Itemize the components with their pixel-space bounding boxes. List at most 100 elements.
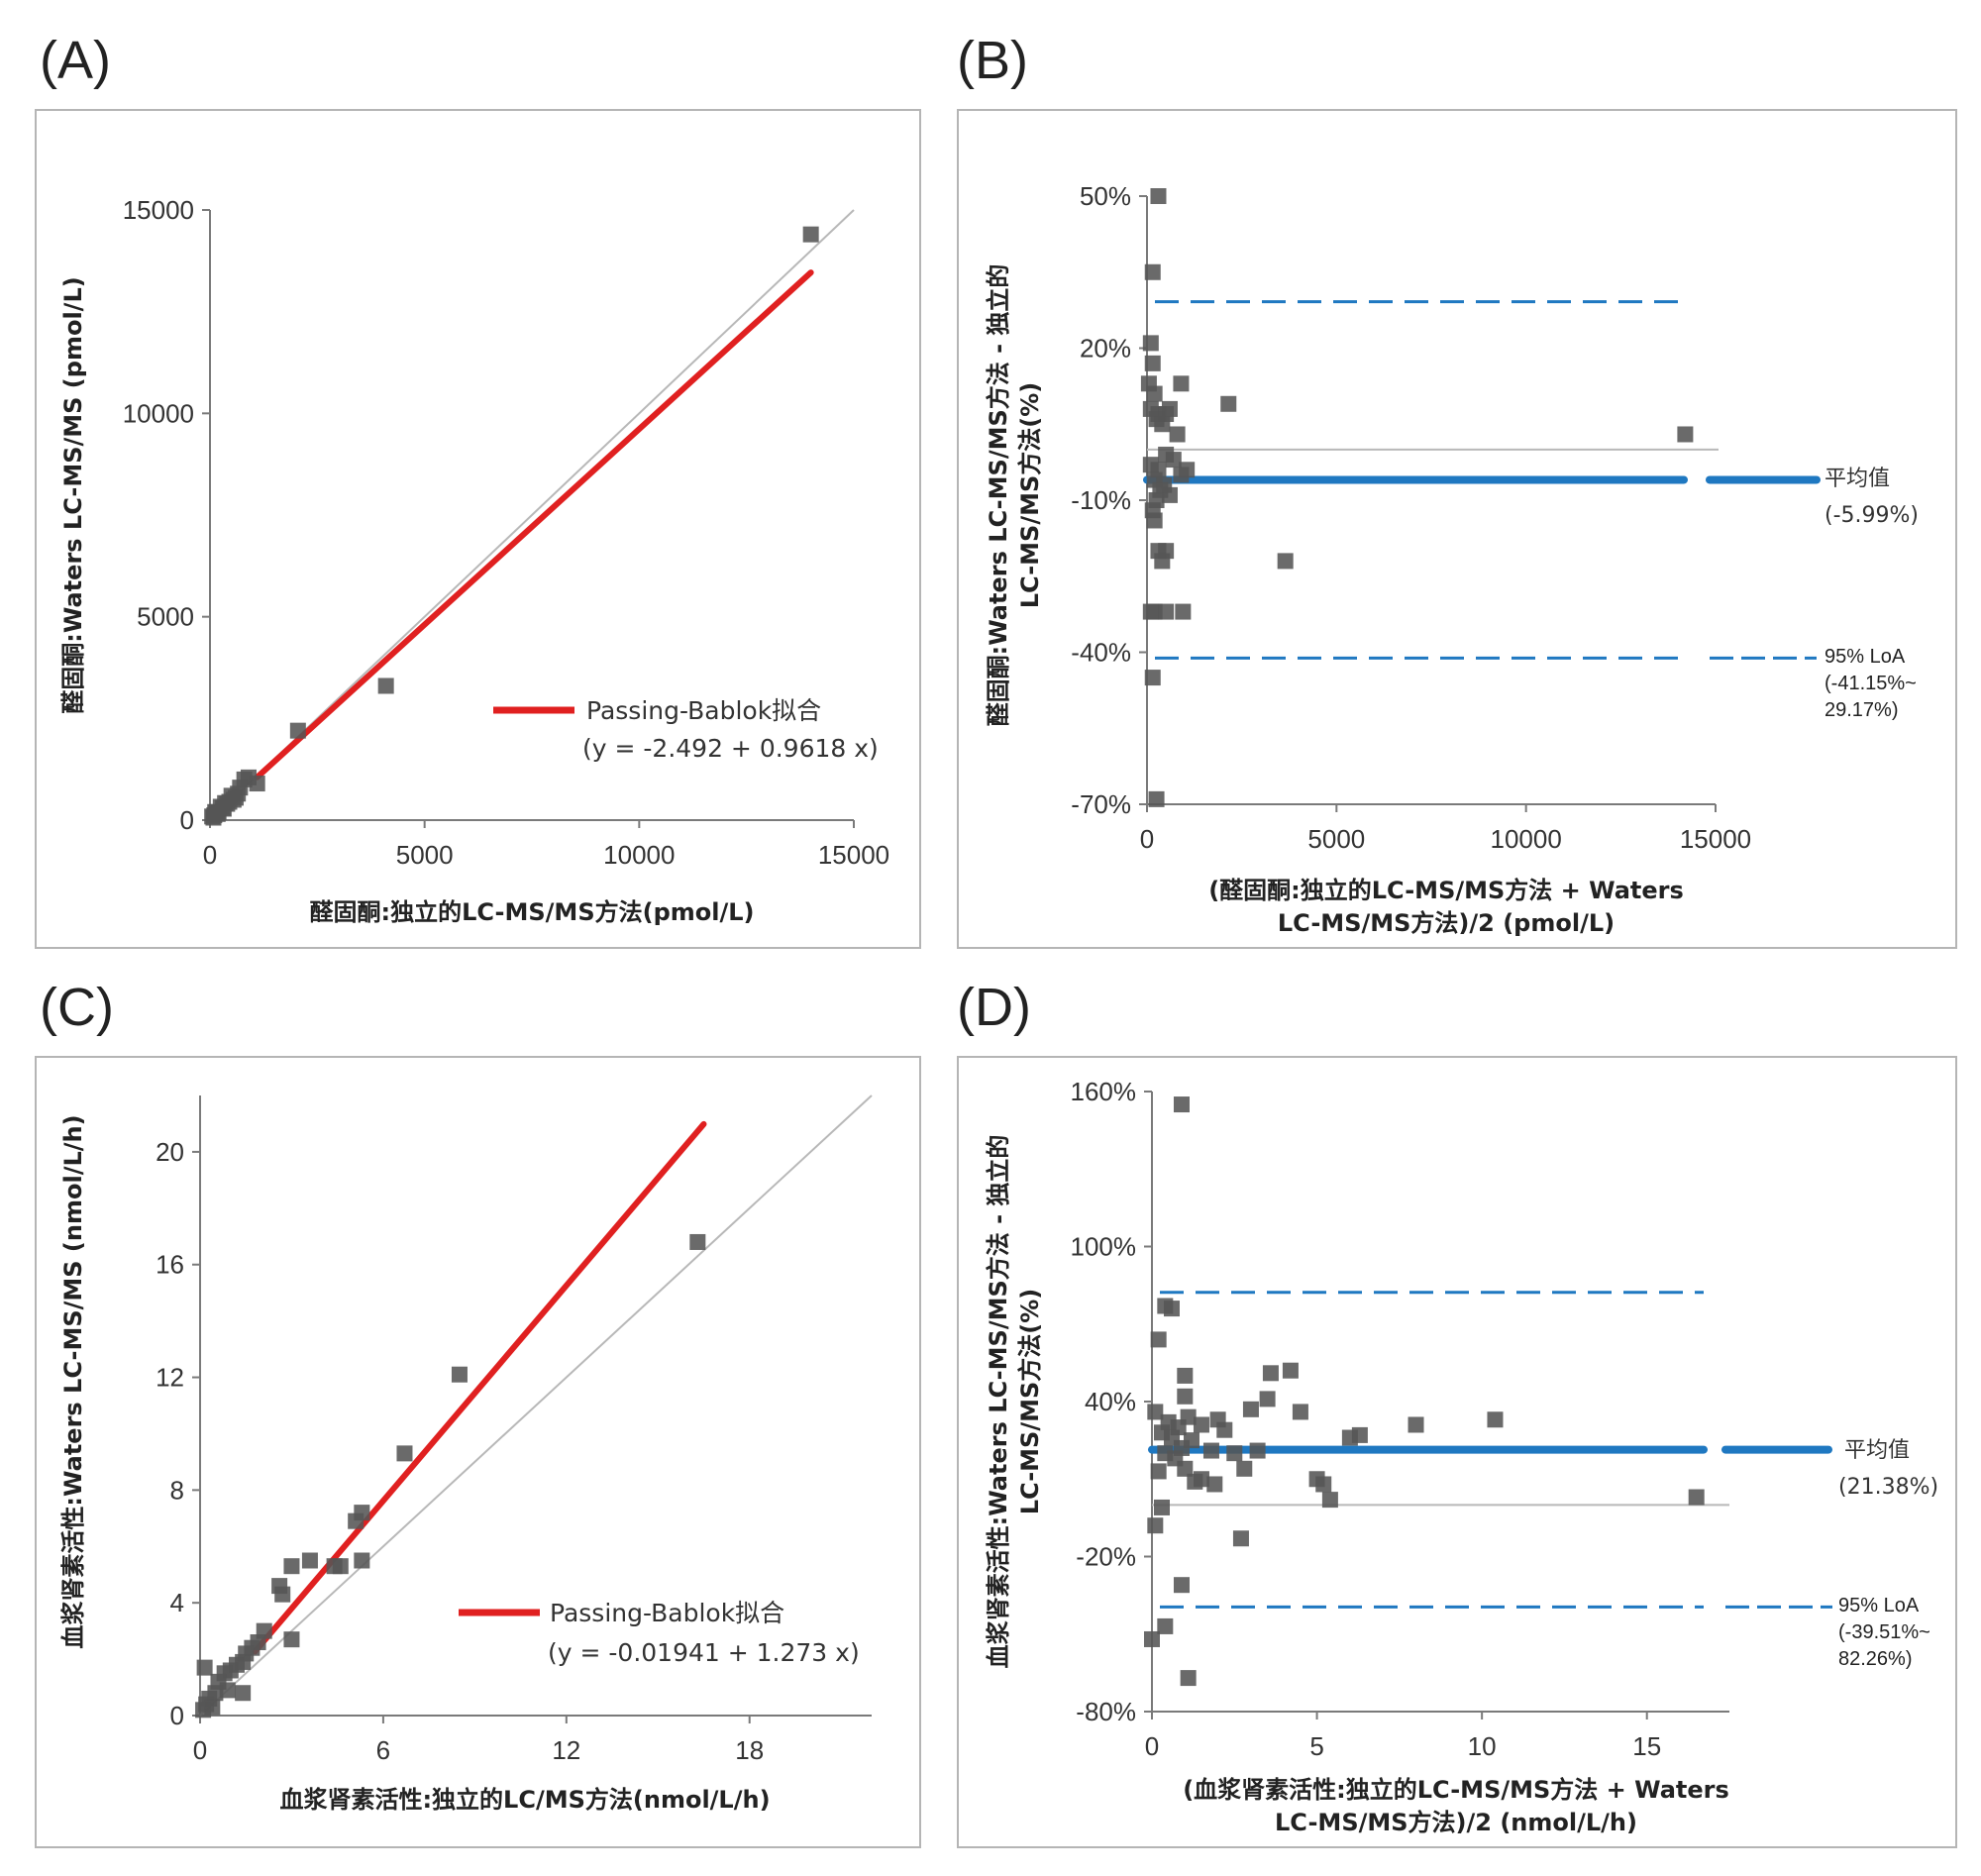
panel-b-loa-range-label-2: 29.17%): [1825, 699, 1899, 721]
panel-b-x-tick-label: 15000: [1680, 824, 1751, 854]
panel-d-x-tick-label: 10: [1468, 1731, 1497, 1761]
panel-c-data-point: [274, 1586, 291, 1603]
panel-c-data-point: [204, 1699, 221, 1716]
panel-c-x-axis-label: 血浆肾素活性:独立的LC/MS方法(nmol/L/h): [279, 1786, 770, 1814]
panel-c-data-point: [301, 1552, 318, 1569]
panel-c-data-point: [196, 1659, 213, 1676]
panel-d-y-tick-label: -20%: [1076, 1542, 1136, 1572]
panel-label-c: (C): [40, 978, 114, 1037]
panel-b-data-point: [1144, 355, 1161, 371]
panel-b-y-tick-label: 50%: [1080, 181, 1131, 211]
panel-d-data-point: [1144, 1630, 1160, 1647]
panel-d-y-axis-label-line2: LC-MS/MS方法(%): [1016, 1289, 1044, 1515]
panel-b-data-point: [1150, 188, 1167, 204]
panel-b-data-point: [1148, 790, 1165, 807]
panel-b-mean-value-label: (-5.99%): [1825, 503, 1919, 528]
panel-d-data-point: [1173, 1096, 1190, 1113]
panel-b-data-point: [1173, 375, 1190, 392]
panel-d-data-point: [1202, 1442, 1219, 1459]
panel-c-data-point: [283, 1631, 300, 1648]
panel-label-d: (D): [957, 978, 1031, 1037]
panel-c-data-point: [396, 1445, 413, 1462]
panel-b-y-axis-label-line1: 醛固酮:Waters LC-MS/MS方法 - 独立的: [985, 264, 1012, 727]
panel-d-data-point: [1351, 1426, 1368, 1443]
panel-b-x-axis-label-line2: LC-MS/MS方法)/2 (pmol/L): [1278, 909, 1615, 937]
panel-d-x-axis-label-line2: LC-MS/MS方法)/2 (nmol/L/h): [1275, 1809, 1637, 1836]
panel-d-data-point: [1226, 1445, 1243, 1462]
panel-c-y-tick-label: 12: [156, 1363, 184, 1393]
panel-d-y-tick-label: 160%: [1071, 1077, 1137, 1106]
panel-b-y-tick-label: 20%: [1080, 334, 1131, 364]
panel-d-mean-value-label: (21.38%): [1838, 1475, 1938, 1500]
panel-b-data-point: [1161, 400, 1178, 417]
panel-b-data-point: [1146, 385, 1163, 402]
panel-d-data-point: [1282, 1362, 1299, 1379]
panel-d-data-point: [1193, 1416, 1209, 1433]
panel-b-data-point: [1677, 426, 1694, 443]
panel-frame-b: [957, 109, 1957, 949]
panel-c-data-point: [689, 1233, 706, 1250]
panel-c-y-tick-label: 8: [170, 1475, 184, 1505]
panel-b-data-point: [1169, 426, 1186, 443]
panel-c-data-point: [235, 1685, 252, 1702]
panel-d-x-tick-label: 5: [1309, 1731, 1323, 1761]
panel-a-x-axis-label: 醛固酮:独立的LC-MS/MS方法(pmol/L): [309, 898, 754, 926]
panel-d-x-tick-label: 0: [1145, 1731, 1159, 1761]
panel-a-y-axis-label: 醛固酮:Waters LC-MS/MS (pmol/L): [59, 276, 87, 713]
panel-a-legend-equation: (y = -2.492 + 0.9618 x): [582, 734, 879, 763]
panel-c-x-tick-label: 0: [193, 1735, 207, 1765]
panel-c-y-tick-label: 4: [170, 1588, 184, 1617]
panel-b-data-point: [1161, 486, 1178, 503]
panel-d-data-point: [1157, 1617, 1174, 1634]
panel-d-data-point: [1321, 1492, 1338, 1509]
panel-d-data-point: [1153, 1499, 1170, 1515]
panel-d-x-axis-label-line1: (血浆肾素活性:独立的LC-MS/MS方法 + Waters: [1183, 1776, 1729, 1804]
panel-d-data-point: [1206, 1476, 1223, 1493]
panel-d-y-tick-label: 40%: [1085, 1387, 1136, 1416]
panel-b-data-point: [1144, 263, 1161, 280]
panel-d-loa-range-label: (-39.51%~: [1838, 1621, 1930, 1643]
panel-d-data-point: [1147, 1404, 1164, 1420]
panel-c-data-point: [348, 1512, 365, 1529]
panel-a-x-tick-label: 5000: [396, 840, 454, 870]
panel-b-data-point: [1277, 553, 1294, 570]
panel-b-data-point: [1158, 446, 1175, 463]
panel-a-y-tick-label: 0: [180, 805, 194, 835]
panel-b-x-axis-label-line1: (醛固酮:独立的LC-MS/MS方法 + Waters: [1208, 877, 1684, 904]
panel-b-y-axis-label-line2: LC-MS/MS方法(%): [1016, 382, 1044, 609]
panel-d-data-point: [1315, 1476, 1332, 1493]
panel-b-x-tick-label: 10000: [1491, 824, 1562, 854]
panel-b-data-point: [1142, 335, 1159, 352]
panel-d-loa-label: 95% LoA: [1838, 1595, 1920, 1616]
panel-c-x-tick-label: 6: [376, 1735, 390, 1765]
panel-c-legend-equation: (y = -0.01941 + 1.273 x): [548, 1638, 860, 1667]
panel-a-data-point: [289, 722, 306, 739]
panel-b-data-point: [1179, 462, 1196, 478]
panel-a-data-point: [207, 803, 224, 820]
panel-c-fit-line: [252, 1120, 707, 1655]
panel-label-b: (B): [957, 31, 1028, 90]
panel-c-x-tick-label: 18: [735, 1735, 764, 1765]
panel-d-x-tick-label: 15: [1632, 1731, 1661, 1761]
panel-b-x-tick-label: 0: [1140, 824, 1154, 854]
panel-b-data-point: [1158, 603, 1175, 620]
panel-d-data-point: [1187, 1473, 1203, 1490]
panel-b-data-point: [1142, 457, 1159, 473]
panel-d-y-axis-label-line1: 血浆肾素活性:Waters LC-MS/MS方法 - 独立的: [985, 1135, 1012, 1669]
panel-c-data-point: [354, 1552, 370, 1569]
panel-d-data-point: [1259, 1391, 1276, 1407]
panel-c-y-axis-label: 血浆肾素活性:Waters LC-MS/MS (nmol/L/h): [59, 1114, 87, 1648]
panel-d-data-point: [1180, 1670, 1197, 1687]
panel-a-legend-label: Passing-Bablok拟合: [586, 696, 821, 725]
panel-c-identity-line: [199, 1094, 873, 1717]
panel-b-data-point: [1220, 395, 1237, 412]
panel-a-data-point: [802, 226, 819, 243]
panel-b-y-tick-label: -10%: [1071, 485, 1131, 515]
panel-b-y-tick-label: -70%: [1071, 789, 1131, 819]
panel-frame-a: [35, 109, 921, 949]
panel-a-y-tick-label: 15000: [123, 195, 194, 225]
panel-c-data-point: [451, 1366, 468, 1383]
panel-c-y-tick-label: 20: [156, 1137, 184, 1167]
panel-d-data-point: [1216, 1421, 1233, 1438]
